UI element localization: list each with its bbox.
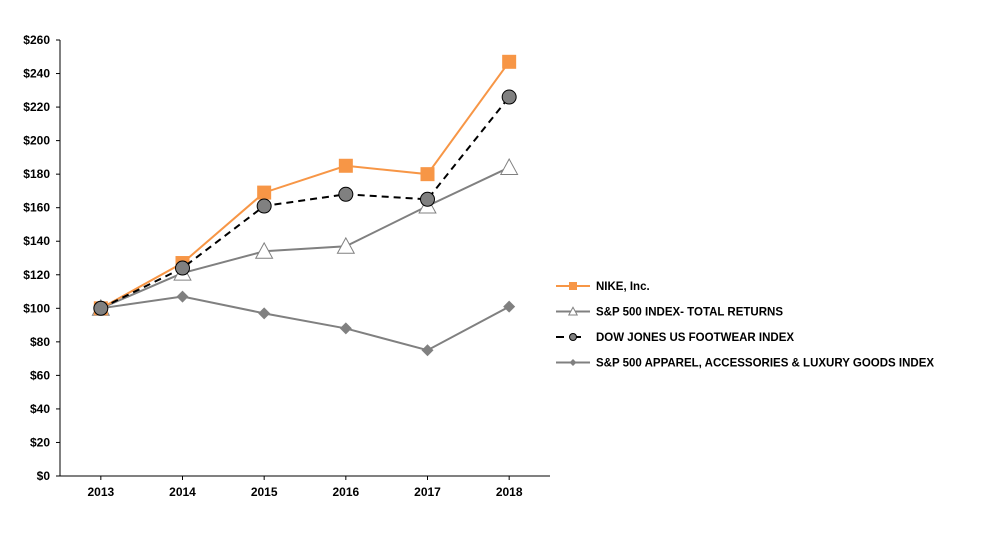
circle-marker [501,89,517,105]
y-tick-label: $80 [30,335,50,349]
y-tick-label: $140 [23,234,50,248]
diamond-marker [569,359,577,366]
legend-item: NIKE, Inc. [556,281,650,293]
x-tick-label: 2014 [169,485,196,499]
circle-marker [338,186,354,202]
circle-marker [256,198,272,214]
y-tick-label: $180 [23,167,50,181]
circle-marker [175,260,190,276]
legend-item: DOW JONES US FOOTWEAR INDEX [556,332,794,344]
legend-label: NIKE, Inc. [596,281,650,293]
triangle-marker [499,158,519,175]
legend-label: DOW JONES US FOOTWEAR INDEX [596,332,794,344]
square-marker [338,158,353,173]
triangle-marker [567,306,579,316]
y-tick-label: $40 [30,402,50,416]
y-tick-label: $240 [23,67,50,81]
y-tick-label: $20 [30,435,50,449]
triangle-marker [254,241,274,259]
series-line [100,295,510,352]
y-tick-label: $260 [23,33,50,47]
diamond-marker [503,300,516,313]
y-tick-label: $220 [23,100,50,114]
legend-item: S&P 500 INDEX- TOTAL RETURNS [556,306,783,319]
y-tick-label: $100 [23,301,50,315]
legend-label: S&P 500 APPAREL, ACCESSORIES & LUXURY GO… [596,358,934,370]
x-tick-label: 2016 [332,485,359,499]
diamond-marker [176,290,189,303]
square-marker [420,167,435,182]
series-2 [93,89,517,316]
circle-marker [569,333,577,341]
series-3 [94,290,516,357]
legend-item: S&P 500 APPAREL, ACCESSORIES & LUXURY GO… [556,358,934,370]
square-marker [502,54,517,69]
y-tick-label: $60 [30,368,50,382]
diamond-marker [339,322,352,335]
x-tick-label: 2015 [251,485,278,499]
legend-label: S&P 500 INDEX- TOTAL RETURNS [596,307,783,319]
y-tick-label: $160 [23,201,50,215]
series-1 [91,158,519,316]
square-marker [257,185,272,200]
y-tick-label: $0 [37,469,51,483]
x-tick-label: 2017 [414,485,441,499]
series-line [100,166,510,310]
triangle-marker [336,236,356,254]
y-tick-label: $200 [23,134,50,148]
diamond-marker [258,307,271,320]
circle-marker [93,300,109,316]
series-0 [93,54,517,316]
series-line [100,96,510,310]
y-tick-label: $120 [23,268,50,282]
x-tick-label: 2018 [496,485,523,499]
series-line [100,61,510,310]
square-marker [569,282,577,290]
x-tick-label: 2013 [87,485,114,499]
diamond-marker [421,344,434,357]
circle-marker [420,191,435,207]
